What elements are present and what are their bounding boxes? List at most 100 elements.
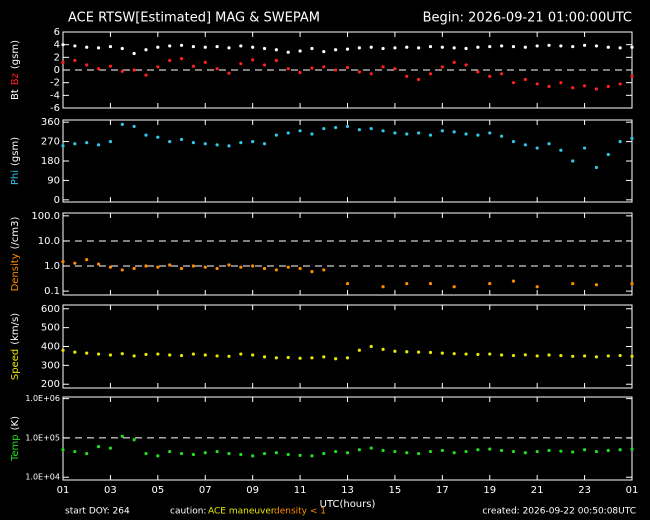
- data-point: [144, 133, 148, 137]
- x-tick-label: 01: [626, 485, 639, 496]
- data-point: [582, 146, 587, 150]
- legend-entry: Bz: [10, 73, 21, 85]
- data-point: [428, 281, 433, 286]
- data-point: [73, 58, 77, 63]
- data-point: [334, 68, 338, 72]
- data-point: [547, 353, 551, 357]
- data-point: [144, 48, 148, 52]
- data-point: [428, 44, 433, 49]
- data-point: [262, 46, 267, 51]
- y-axis-label: Temp (K): [10, 416, 21, 462]
- data-point: [132, 51, 136, 56]
- data-point: [227, 71, 231, 75]
- data-point: [334, 449, 338, 454]
- data-point: [523, 451, 527, 455]
- data-point: [144, 352, 148, 357]
- density-note: density < 1: [274, 507, 326, 517]
- data-point: [85, 141, 89, 145]
- data-point: [594, 87, 599, 91]
- data-point: [535, 285, 539, 289]
- data-point: [156, 352, 160, 356]
- data-point: [428, 350, 433, 355]
- data-point: [334, 357, 338, 361]
- data-point: [168, 353, 172, 357]
- data-point: [630, 136, 634, 140]
- data-point: [274, 58, 278, 63]
- data-point: [322, 50, 326, 54]
- data-point: [156, 65, 160, 69]
- data-point: [452, 46, 456, 50]
- data-point: [322, 65, 326, 69]
- data-point: [334, 48, 338, 52]
- y-tick-label: 0.1: [44, 286, 60, 297]
- y-tick-label: 0: [54, 65, 60, 76]
- data-point: [286, 50, 290, 54]
- data-point: [440, 351, 444, 355]
- data-point: [132, 266, 136, 271]
- data-point: [417, 46, 421, 50]
- y-tick-label: -6: [50, 103, 60, 114]
- data-point: [405, 132, 409, 136]
- data-point: [594, 283, 599, 287]
- data-point: [298, 453, 302, 457]
- data-point: [310, 132, 314, 136]
- data-point: [96, 46, 101, 50]
- data-point: [500, 134, 504, 138]
- data-point: [452, 451, 456, 455]
- legend-entry: Temp: [10, 434, 21, 462]
- data-point: [73, 261, 77, 265]
- data-point: [179, 266, 184, 271]
- data-point: [251, 454, 255, 458]
- data-point: [452, 60, 456, 64]
- data-point: [571, 86, 575, 90]
- data-point: [274, 48, 278, 52]
- data-point: [488, 281, 492, 286]
- data-point: [85, 63, 89, 67]
- data-point: [369, 446, 373, 450]
- data-point: [251, 264, 255, 268]
- legend-entry: Phi: [10, 170, 21, 185]
- data-point: [630, 45, 634, 49]
- data-point: [476, 70, 480, 74]
- data-point: [96, 143, 101, 147]
- x-tick-label: 11: [294, 485, 307, 496]
- data-point: [369, 72, 373, 76]
- data-point: [61, 348, 65, 352]
- data-point: [488, 131, 492, 135]
- data-point: [144, 73, 148, 77]
- data-point: [120, 69, 124, 73]
- data-point: [417, 350, 421, 354]
- y-axis-label: Bt Bz (gsm): [10, 40, 21, 100]
- data-point: [203, 60, 207, 64]
- data-point: [334, 125, 338, 130]
- data-point: [559, 353, 563, 358]
- data-point: [357, 70, 361, 74]
- data-point: [345, 281, 350, 286]
- data-point: [227, 354, 231, 358]
- data-point: [239, 44, 243, 48]
- data-point: [571, 450, 575, 454]
- data-point: [476, 133, 480, 137]
- y-tick-label: 400: [41, 342, 60, 353]
- data-point: [108, 139, 113, 144]
- data-point: [191, 452, 195, 457]
- data-point: [73, 350, 77, 354]
- data-point: [511, 44, 516, 49]
- data-point: [393, 131, 397, 135]
- data-point: [488, 44, 492, 49]
- data-point: [96, 262, 101, 266]
- legend-entry: Bt: [10, 89, 21, 100]
- data-point: [298, 49, 302, 53]
- data-point: [440, 129, 444, 133]
- data-point: [606, 448, 610, 453]
- data-point: [262, 266, 267, 271]
- data-point: [298, 70, 302, 75]
- data-point: [381, 347, 385, 351]
- data-point: [85, 351, 89, 355]
- y-tick-label: 0: [54, 195, 60, 206]
- data-point: [168, 263, 172, 267]
- data-point: [203, 142, 207, 146]
- data-point: [310, 356, 314, 360]
- data-point: [108, 353, 113, 357]
